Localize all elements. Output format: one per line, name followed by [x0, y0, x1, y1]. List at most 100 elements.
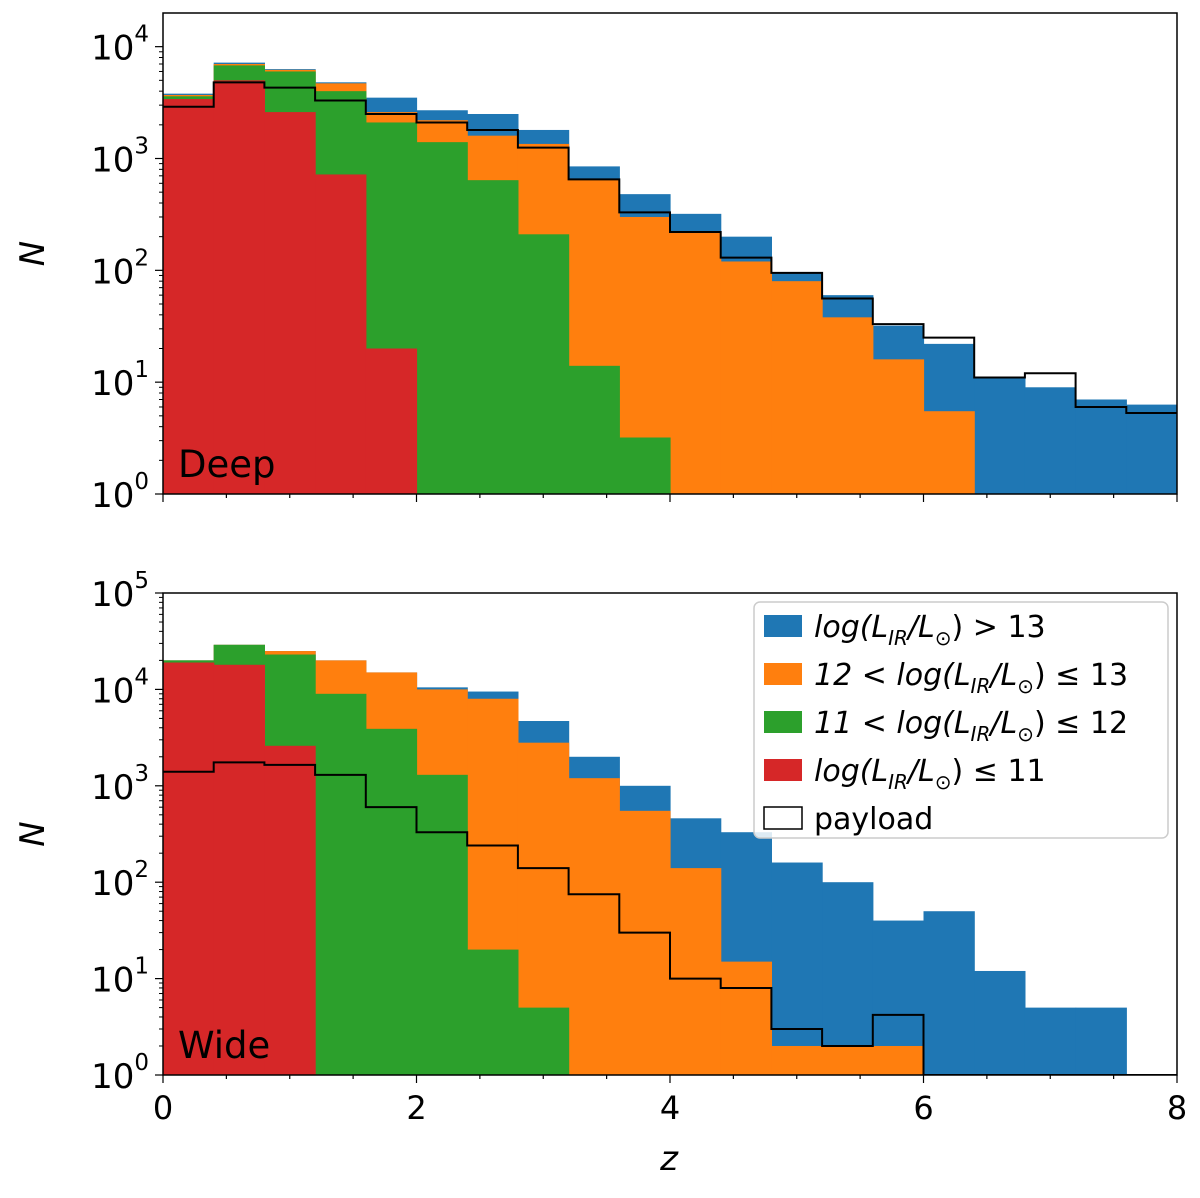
legend-label-part: ) > 13	[952, 610, 1046, 645]
bar-12-log-l-ir-l-sun-13-bin-14	[872, 359, 925, 494]
panel-annotation: Wide	[178, 1024, 270, 1067]
payload-step-line	[163, 761, 1177, 1075]
y-tick-label: 105	[91, 568, 149, 615]
legend-label-part: ) ≤ 12	[1034, 706, 1128, 741]
legend-label-part: IR	[971, 722, 991, 746]
y-tick-exponent: 3	[134, 133, 149, 159]
legend-label-part: IR	[888, 626, 908, 650]
bar-12-log-l-ir-l-sun-13-bin-11	[720, 961, 772, 1075]
legend-swatch-3	[764, 759, 802, 781]
bar-log-l-ir-l-sun-13-bin-19	[1126, 404, 1177, 494]
wide-panel: 0 2 4 6 8 100 101 102 103 104 105 N Wide	[13, 568, 1187, 1127]
bar-log-l-ir-l-sun-11-bin-1	[213, 664, 265, 1075]
bar-log-l-ir-l-sun-13-bin-18	[1075, 1007, 1127, 1075]
legend-label-part: ⊙	[935, 770, 952, 794]
bar-12-log-l-ir-l-sun-13-bin-12	[771, 1045, 823, 1075]
bar-12-log-l-ir-l-sun-13-bin-10	[670, 232, 722, 494]
legend-label-2: 11 < log(LIR/L⊙) ≤ 12	[814, 706, 1128, 746]
bar-log-l-ir-l-sun-13-bin-16	[974, 970, 1026, 1075]
legend-label-part: IR	[888, 770, 908, 794]
bar-log-l-ir-l-sun-13-bin-17	[1024, 1007, 1077, 1075]
panel-annotation: Deep	[178, 443, 276, 486]
legend-box	[753, 601, 1169, 839]
bar-12-log-l-ir-l-sun-13-bin-8	[568, 778, 620, 1075]
bar-12-log-l-ir-l-sun-13-bin-14	[872, 1045, 925, 1075]
y-tick-exponent: 4	[134, 664, 149, 690]
x-tick-label: 4	[660, 1089, 680, 1127]
legend-label-part: /L	[987, 658, 1017, 693]
legend-label-part: ) ≤ 13	[1034, 658, 1128, 693]
legend-label-part: 12 < log(L	[814, 658, 971, 693]
bar-12-log-l-ir-l-sun-13-bin-11	[720, 261, 772, 494]
y-tick-exponent: 2	[134, 857, 149, 883]
plot-area	[163, 62, 1177, 494]
y-tick-label: 102	[91, 857, 149, 904]
legend-label-part: /L	[905, 610, 935, 645]
legend-label-3: log(LIR/L⊙) ≤ 11	[814, 754, 1046, 794]
bar-log-l-ir-l-sun-11-bin-2	[264, 112, 316, 494]
bar-log-l-ir-l-sun-13-bin-18	[1075, 399, 1127, 494]
y-tick-label: 101	[91, 357, 149, 404]
legend-swatch-0	[764, 615, 802, 637]
bar-log-l-ir-l-sun-13-bin-12	[771, 862, 823, 1075]
legend-label-part: /L	[987, 706, 1017, 741]
y-tick-label: 103	[91, 133, 149, 180]
payload-step-line	[163, 81, 1177, 415]
bar-11-log-l-ir-l-sun-12-bin-6	[467, 180, 519, 494]
y-tick-label: 100	[91, 1050, 149, 1097]
legend-label-part: log(L	[814, 754, 888, 789]
y-tick-label: 100	[91, 469, 149, 516]
bar-11-log-l-ir-l-sun-12-bin-3	[315, 693, 367, 1075]
bar-12-log-l-ir-l-sun-13-bin-13	[822, 317, 874, 494]
bar-log-l-ir-l-sun-11-bin-3	[315, 174, 367, 494]
x-axis-label: z	[659, 1139, 679, 1179]
y-tick-exponent: 0	[134, 1050, 149, 1076]
legend-label-4: payload	[814, 802, 933, 837]
plot-area	[163, 644, 1177, 1075]
bar-log-l-ir-l-sun-13-bin-15	[923, 911, 975, 1075]
legend-label-part: ) ≤ 11	[952, 754, 1046, 789]
y-axis-label: N	[13, 821, 53, 846]
bar-12-log-l-ir-l-sun-13-bin-15	[923, 411, 975, 494]
legend-label-0: log(LIR/L⊙) > 13	[814, 610, 1046, 650]
legend-label-part: log(L	[814, 610, 888, 645]
bar-log-l-ir-l-sun-11-bin-0	[163, 99, 215, 494]
y-tick-label: 103	[91, 761, 149, 808]
bar-11-log-l-ir-l-sun-12-bin-8	[568, 365, 620, 494]
bar-12-log-l-ir-l-sun-13-bin-9	[619, 810, 671, 1075]
x-tick-label: 8	[1167, 1089, 1187, 1127]
legend-label-1: 12 < log(LIR/L⊙) ≤ 13	[814, 658, 1128, 698]
y-tick-exponent: 3	[134, 761, 149, 787]
bar-12-log-l-ir-l-sun-13-bin-10	[670, 868, 722, 1075]
bar-log-l-ir-l-sun-13-bin-13	[822, 882, 874, 1075]
y-tick-label: 102	[91, 245, 149, 292]
y-tick-exponent: 1	[134, 954, 149, 980]
y-tick-exponent: 2	[134, 245, 149, 271]
y-tick-exponent: 4	[134, 22, 149, 48]
bar-11-log-l-ir-l-sun-12-bin-6	[467, 949, 519, 1075]
y-tick-label: 104	[91, 664, 149, 711]
y-axis-label: N	[13, 241, 53, 266]
y-tick-label: 104	[91, 22, 149, 69]
bar-log-l-ir-l-sun-13-bin-17	[1024, 387, 1077, 494]
legend-label-part: /L	[905, 754, 935, 789]
y-tick-exponent: 1	[134, 357, 149, 383]
bar-log-l-ir-l-sun-11-bin-0	[163, 662, 215, 1075]
bar-log-l-ir-l-sun-11-bin-2	[264, 745, 316, 1075]
legend-label-part: IR	[971, 674, 991, 698]
bar-log-l-ir-l-sun-13-bin-16	[974, 377, 1026, 494]
x-tick-label: 6	[913, 1089, 933, 1127]
legend-swatch-4	[763, 806, 803, 830]
bar-11-log-l-ir-l-sun-12-bin-9	[619, 437, 671, 494]
bar-log-l-ir-l-sun-11-bin-4	[365, 348, 418, 494]
bar-11-log-l-ir-l-sun-12-bin-4	[365, 728, 418, 1075]
y-tick-label: 101	[91, 954, 149, 1001]
bar-11-log-l-ir-l-sun-12-bin-7	[517, 234, 570, 494]
y-tick-exponent: 0	[134, 469, 149, 495]
bar-11-log-l-ir-l-sun-12-bin-7	[517, 1007, 570, 1075]
x-tick-label: 2	[406, 1089, 426, 1127]
legend-label-part: ⊙	[1017, 722, 1034, 746]
legend-swatch-1	[764, 663, 802, 685]
